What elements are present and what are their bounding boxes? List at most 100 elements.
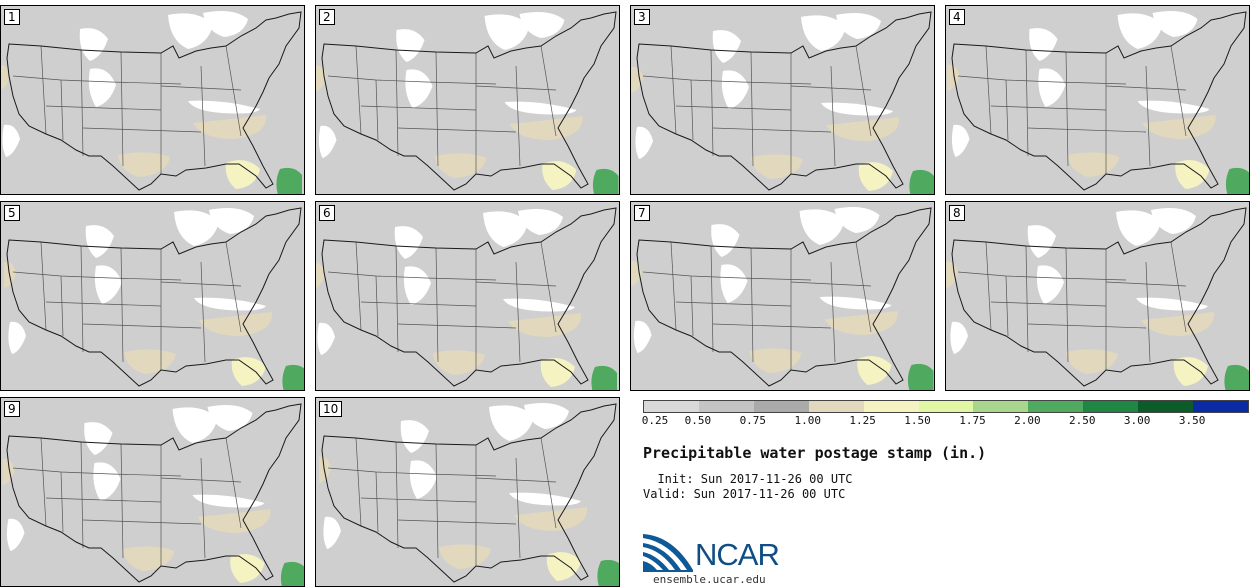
- ncar-swoosh-icon: [643, 534, 693, 572]
- state-border: [82, 323, 202, 329]
- coastline: [6, 403, 302, 583]
- moisture-region: [720, 264, 748, 303]
- state-border: [397, 127, 517, 133]
- panel-number: 5: [4, 205, 20, 221]
- moisture-region: [394, 226, 423, 259]
- state-border: [397, 519, 517, 525]
- moisture-region: [489, 405, 534, 441]
- moisture-region: [230, 554, 265, 583]
- colorbar-tick-label: 0.50: [684, 414, 712, 427]
- moisture-region: [1137, 100, 1210, 114]
- moisture-region: [318, 125, 337, 158]
- state-border: [712, 127, 832, 133]
- moisture-region: [824, 311, 898, 335]
- state-border: [60, 471, 64, 533]
- state-border: [475, 477, 557, 483]
- valid-time: Valid: Sun 2017-11-26 00 UTC: [643, 487, 846, 501]
- panel: 10: [315, 397, 620, 587]
- moisture-region: [519, 12, 565, 38]
- moisture-region: [1116, 210, 1161, 246]
- moisture-region: [225, 160, 260, 189]
- conus-map: [1, 398, 304, 586]
- moisture-region: [193, 115, 267, 139]
- conus-map: [1, 6, 304, 194]
- state-border: [1027, 323, 1147, 329]
- moisture-region: [751, 154, 803, 179]
- moisture-region: [712, 30, 741, 63]
- coastline: [321, 11, 617, 191]
- moisture-region: [1136, 297, 1208, 311]
- moisture-region: [209, 208, 254, 234]
- colorbar-segment: [863, 401, 919, 412]
- state-border: [1170, 45, 1187, 137]
- state-border: [40, 45, 47, 135]
- coastline: [951, 207, 1247, 387]
- state-border: [45, 301, 162, 307]
- moisture-region: [1151, 208, 1196, 234]
- moisture-region: [484, 14, 530, 50]
- coastline: [6, 11, 302, 191]
- colorbar-tick-label: 1.50: [904, 414, 931, 427]
- state-border: [1055, 277, 1127, 281]
- colorbar-tick-label: 2.00: [1014, 414, 1041, 427]
- panel-number: 2: [319, 9, 335, 25]
- coastline: [321, 207, 617, 387]
- moisture-region: [518, 209, 563, 235]
- colorbar-tick-label: 2.50: [1069, 414, 1096, 427]
- moisture-region: [122, 546, 175, 571]
- state-border: [750, 51, 754, 167]
- state-border: [690, 79, 694, 141]
- moisture-region: [88, 68, 116, 107]
- colorbar-segment: [1193, 401, 1248, 412]
- colorbar-tick-label: 0.25: [641, 414, 669, 427]
- state-border: [712, 323, 832, 329]
- state-border: [515, 261, 521, 363]
- moisture-region: [857, 356, 892, 385]
- moisture-region: [323, 516, 341, 549]
- moisture-region: [508, 313, 582, 337]
- state-border: [1105, 281, 1187, 287]
- moisture-region: [509, 116, 583, 140]
- ensemble-url[interactable]: ensemble.ucar.edu: [653, 573, 766, 586]
- moisture-region: [174, 210, 219, 246]
- state-border: [515, 457, 521, 559]
- moisture-region: [192, 494, 265, 508]
- state-border: [60, 275, 64, 337]
- state-border: [675, 301, 792, 307]
- panel: 6: [315, 201, 620, 391]
- colorbar-segment: [1138, 401, 1194, 412]
- colorbar-segment: [644, 401, 699, 412]
- state-border: [675, 105, 792, 111]
- state-border: [790, 281, 872, 287]
- conus-map: [316, 398, 619, 586]
- moisture-region: [821, 102, 893, 116]
- state-border: [225, 437, 242, 529]
- moisture-region: [8, 321, 26, 354]
- state-border: [397, 323, 517, 329]
- moisture-region: [118, 152, 170, 177]
- state-border: [80, 49, 84, 157]
- moisture-region: [1225, 167, 1249, 194]
- moisture-region: [504, 101, 577, 115]
- panel: 7: [630, 201, 935, 391]
- moisture-region: [317, 322, 335, 355]
- colorbar-segment: [753, 401, 809, 412]
- moisture-region: [711, 224, 740, 257]
- moisture-region: [836, 13, 881, 39]
- colorbar-tick-label: 1.00: [794, 414, 821, 427]
- moisture-region: [826, 117, 900, 141]
- moisture-region: [631, 66, 643, 93]
- state-border: [120, 247, 124, 363]
- state-border: [790, 85, 872, 91]
- state-border: [110, 473, 182, 477]
- moisture-region: [947, 64, 960, 91]
- moisture-region: [1141, 312, 1215, 336]
- moisture-region: [542, 161, 577, 190]
- conus-map: [316, 202, 619, 390]
- state-border: [670, 45, 677, 135]
- panel: 1: [0, 5, 305, 195]
- panel: 5: [0, 201, 305, 391]
- moisture-region: [1067, 152, 1120, 177]
- state-border: [710, 245, 714, 353]
- state-border: [740, 277, 812, 281]
